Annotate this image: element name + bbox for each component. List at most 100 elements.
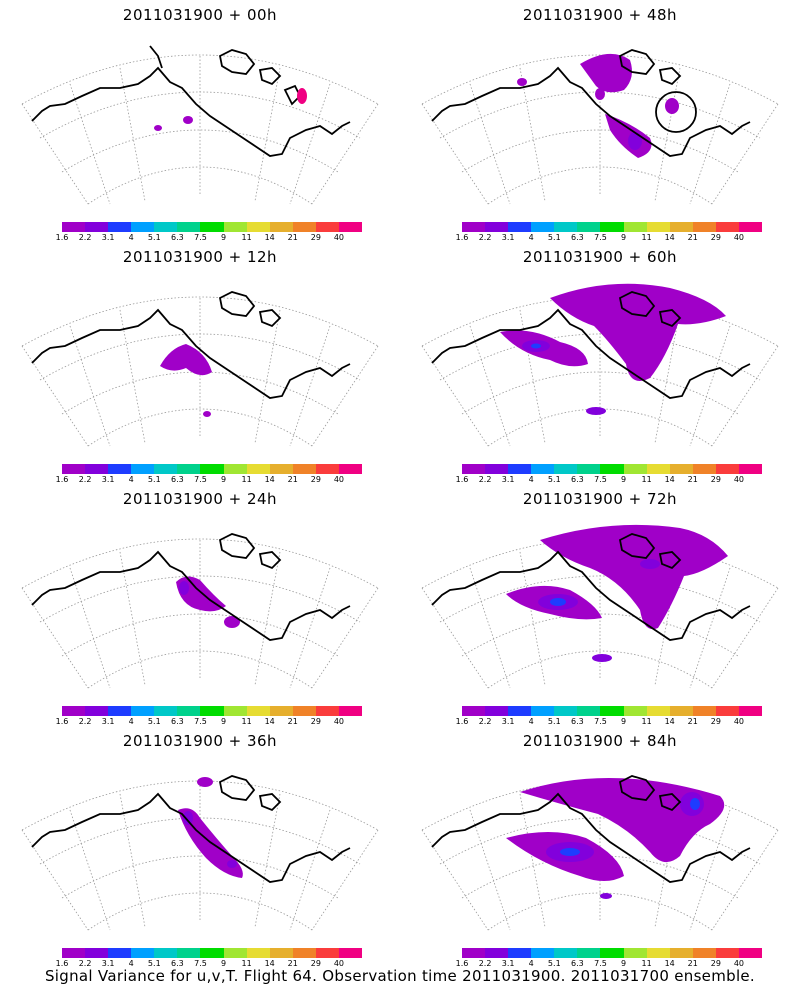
map-plot: [421, 283, 779, 447]
colorbar-tick-label: 21: [287, 233, 298, 242]
colorbar-tick-label: 1.6: [55, 717, 69, 726]
colorbar-tick-label: 3.1: [101, 959, 115, 968]
colorbar: [462, 222, 763, 232]
colorbar-tick-label: 21: [687, 233, 698, 242]
colorbar-swatch: [462, 222, 486, 232]
colorbar-swatch: [131, 948, 155, 958]
colorbar-tick-label: 6.3: [571, 717, 584, 726]
map-plot: [21, 775, 379, 931]
colorbar-swatch: [85, 222, 109, 232]
colorbar-swatch: [223, 464, 247, 474]
map-panel-60h: 2011031900 + 60h 1.6 2.2 3.1 4 5.1 6.3 7.5 9 11 1…: [400, 242, 800, 484]
colorbar-swatch: [338, 706, 363, 716]
colorbar-tick-label: 4: [528, 717, 534, 726]
footer-caption: Signal Variance for u,v,T. Flight 64. Ob…: [44, 967, 756, 985]
colorbar-swatch: [738, 464, 763, 474]
colorbar-tick-label: 2.2: [478, 233, 492, 242]
colorbar-swatch: [85, 706, 109, 716]
colorbar-swatch: [246, 222, 270, 232]
colorbar-tick-label: 6.3: [171, 717, 184, 726]
colorbar-tick-label: 6.3: [571, 959, 584, 968]
colorbar-tick-label: 2.2: [478, 717, 492, 726]
colorbar-swatch: [292, 706, 316, 716]
colorbar-tick-label: 9: [620, 717, 627, 726]
colorbar-swatch: [269, 222, 293, 232]
colorbar-swatch: [246, 948, 270, 958]
colorbar-swatch: [692, 706, 716, 716]
colorbar-tick-label: 29: [710, 233, 721, 242]
colorbar-swatch: [246, 464, 270, 474]
colorbar-swatch: [154, 464, 178, 474]
colorbar-swatch: [715, 222, 739, 232]
colorbar-tick-label: 7.5: [594, 717, 607, 726]
colorbar: [62, 464, 363, 474]
colorbar-tick-label: 5.1: [547, 959, 561, 968]
colorbar-tick-label: 3.1: [101, 233, 115, 242]
colorbar-swatch: [508, 706, 532, 716]
colorbar-tick-label: 40: [333, 233, 345, 242]
colorbar-swatch: [292, 222, 316, 232]
map-panel-12h: 2011031900 + 12h 1.6 2.2 3.1 4 5.1 6.3 7.5 9 11 1…: [0, 242, 400, 484]
colorbar-swatch: [131, 464, 155, 474]
colorbar-tick-label: 40: [333, 717, 345, 726]
colorbar-swatch: [738, 706, 763, 716]
colorbar-swatch: [85, 948, 109, 958]
colorbar-tick-label: 11: [641, 233, 652, 242]
colorbar-swatch: [200, 948, 224, 958]
colorbar-tick-label: 4: [128, 475, 134, 484]
colorbar: [462, 706, 763, 716]
colorbar-tick-label: 9: [620, 959, 627, 968]
colorbar-swatch: [508, 948, 532, 958]
colorbar-swatch: [692, 464, 716, 474]
colorbar-tick-label: 2.2: [78, 959, 92, 968]
map-panel-84h: 2011031900 + 84h 1.6 2.2 3.1 4 5.1 6.3 7.5 9 11 1…: [400, 726, 800, 968]
colorbar-swatch: [154, 706, 178, 716]
colorbar-tick-label: 6.3: [571, 475, 584, 484]
colorbar-swatch: [154, 948, 178, 958]
map-plot: [21, 45, 379, 205]
colorbar-tick-label: 14: [664, 233, 675, 242]
colorbar-tick-label: 5.1: [147, 233, 161, 242]
colorbar-tick-label: 6.3: [171, 475, 184, 484]
colorbar-swatch: [600, 464, 624, 474]
colorbar-labels: 1.6 2.2 3.1 4 5.1 6.3 7.5 9 11 14 21 29 40: [456, 959, 762, 969]
colorbar-labels: 1.6 2.2 3.1 4 5.1 6.3 7.5 9 11 14 21 29 40: [56, 959, 362, 969]
map-plot: [421, 524, 779, 689]
colorbar-swatch: [531, 222, 555, 232]
colorbar-swatch: [577, 948, 601, 958]
colorbar-tick-label: 2.2: [478, 959, 492, 968]
colorbar-tick-label: 3.1: [101, 717, 115, 726]
colorbar-tick-label: 14: [264, 475, 275, 484]
colorbar-swatch: [223, 222, 247, 232]
colorbar-swatch: [600, 948, 624, 958]
colorbar-tick-label: 6.3: [571, 233, 584, 242]
colorbar-tick-label: 2.2: [78, 717, 92, 726]
colorbar-swatch: [269, 464, 293, 474]
panel-title: 2011031900 + 72h: [522, 490, 678, 508]
colorbar-swatch: [315, 706, 339, 716]
colorbar-tick-label: 11: [241, 233, 252, 242]
map-panel-36h: 2011031900 + 36h 1.6 2.2 3.1 4 5.1 6.3 7.5 9 11 1…: [0, 726, 400, 968]
map-plot: [421, 49, 779, 205]
colorbar-swatch: [485, 464, 509, 474]
colorbar-swatch: [177, 222, 201, 232]
colorbar-tick-label: 29: [310, 717, 321, 726]
colorbar-tick-label: 29: [310, 959, 321, 968]
colorbar: [62, 222, 363, 232]
colorbar-swatch: [200, 464, 224, 474]
colorbar-swatch: [177, 706, 201, 716]
colorbar-swatch: [462, 948, 486, 958]
colorbar-tick-label: 5.1: [147, 959, 161, 968]
colorbar-swatch: [62, 948, 86, 958]
map-plot: [21, 533, 379, 689]
colorbar-swatch: [177, 948, 201, 958]
colorbar-swatch: [646, 948, 670, 958]
colorbar-tick-label: 2.2: [478, 475, 492, 484]
colorbar-swatch: [692, 222, 716, 232]
colorbar-tick-label: 14: [664, 717, 675, 726]
colorbar-swatch: [200, 222, 224, 232]
colorbar-swatch: [600, 706, 624, 716]
colorbar-swatch: [485, 706, 509, 716]
colorbar-swatch: [246, 706, 270, 716]
colorbar-labels: 1.6 2.2 3.1 4 5.1 6.3 7.5 9 11 14 21 29 40: [56, 717, 362, 727]
